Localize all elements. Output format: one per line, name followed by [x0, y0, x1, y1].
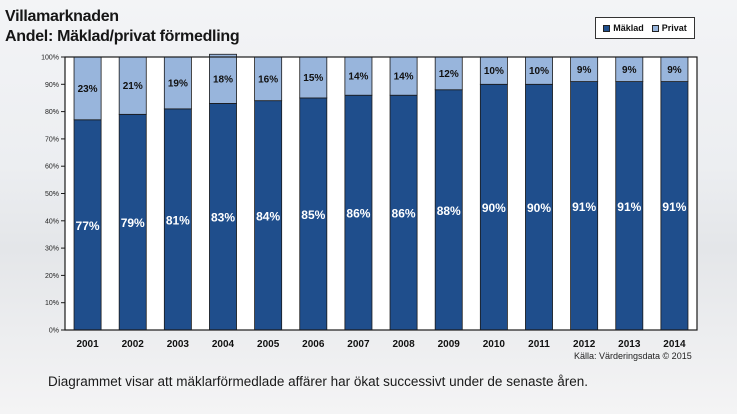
x-tick-label: 2009 — [438, 339, 461, 350]
plot-area — [65, 57, 697, 330]
data-label-privat: 18% — [213, 74, 233, 85]
data-label-maklad: 91% — [662, 200, 686, 214]
bar-privat — [254, 56, 283, 102]
legend-label-privat: Privat — [661, 23, 687, 33]
legend-item-privat: Privat — [651, 23, 687, 33]
bar-privat — [525, 56, 553, 85]
y-tick-label: 40% — [45, 218, 59, 225]
bar-privat — [118, 56, 147, 115]
bar-privat — [570, 56, 599, 82]
data-label-maklad: 77% — [76, 219, 100, 233]
bar-maklad — [73, 119, 102, 331]
plot-frame — [64, 56, 698, 331]
source-note: Källa: Värderingsdata © 2015 — [574, 351, 692, 361]
bar-maklad — [479, 83, 508, 331]
data-label-maklad: 85% — [301, 208, 325, 222]
bar-maklad — [299, 97, 328, 331]
bar-maklad — [163, 108, 192, 331]
caption: Diagrammet visar att mäklarförmedlade af… — [48, 374, 588, 389]
y-axis: 0% 10% 20% 30% 40% 50% 60% 70% 80% 90% 100% — [41, 55, 65, 335]
bar-maklad — [209, 103, 237, 331]
chart-title: Villamarknaden Andel: Mäklad/privat förm… — [5, 7, 240, 47]
x-tick-label: 2013 — [618, 339, 641, 350]
bar-maklad — [254, 100, 283, 331]
x-tick-label: 2001 — [76, 339, 99, 350]
y-tick-label: 0% — [49, 328, 59, 335]
data-label-maklad: 81% — [166, 213, 190, 227]
data-label-maklad: 90% — [482, 201, 506, 215]
bar-privat — [660, 56, 689, 82]
data-label-privat: 14% — [394, 72, 414, 83]
bar-privat — [73, 56, 102, 121]
bar-privat — [479, 56, 508, 85]
data-label-maklad: 91% — [572, 200, 596, 214]
title-line-1: Villamarknaden — [5, 8, 119, 25]
x-axis: 2001 2002 2003 2004 2005 2006 2007 2008 2009 2010… — [76, 339, 686, 350]
data-label-maklad: 83% — [211, 211, 235, 225]
legend-swatch-privat — [651, 24, 659, 32]
y-tick-label: 30% — [45, 246, 59, 253]
y-tick-label: 50% — [45, 191, 59, 198]
bar-maklad — [389, 94, 418, 331]
bar-maklad — [434, 89, 463, 331]
data-label-privat: 9% — [577, 65, 592, 76]
bar-privat — [389, 56, 418, 96]
data-label-privat: 12% — [439, 69, 459, 80]
data-label-privat: 21% — [123, 81, 143, 92]
data-label-privat: 16% — [258, 74, 278, 85]
data-label-privat: 9% — [667, 65, 682, 76]
data-label-maklad: 86% — [346, 207, 370, 221]
data-label-maklad: 90% — [527, 201, 551, 215]
bar-maklad — [660, 81, 689, 331]
data-label-privat: 15% — [303, 73, 323, 84]
bar-privat — [299, 56, 328, 99]
data-label-maklad: 88% — [437, 204, 461, 218]
x-tick-label: 2005 — [257, 339, 280, 350]
x-tick-label: 2004 — [212, 339, 235, 350]
bar-maklad — [118, 113, 147, 331]
legend-item-maklad: Mäklad — [603, 23, 644, 33]
y-tick-label: 20% — [45, 273, 59, 280]
bar-maklad — [344, 94, 373, 331]
bar-privat — [344, 56, 373, 96]
x-tick-label: 2011 — [528, 339, 550, 350]
bars: 77% 23% 79% 21% 81% 19% 83% 18% 84% 16% 85% 15% 86% 1… — [73, 53, 689, 331]
data-label-maklad: 86% — [392, 207, 416, 221]
x-tick-label: 2007 — [347, 339, 370, 350]
x-tick-label: 2008 — [392, 339, 415, 350]
data-label-privat: 23% — [78, 84, 98, 95]
x-tick-label: 2002 — [122, 339, 145, 350]
data-label-privat: 14% — [348, 72, 368, 83]
y-tick-label: 10% — [45, 300, 59, 307]
x-tick-label: 2012 — [573, 339, 596, 350]
data-label-privat: 9% — [622, 65, 637, 76]
data-label-privat: 10% — [529, 66, 549, 77]
title-line-2: Andel: Mäklad/privat förmedling — [5, 28, 240, 45]
x-tick-label: 2014 — [663, 339, 686, 350]
bar-privat — [615, 56, 644, 82]
bar-maklad — [615, 81, 644, 331]
y-tick-label: 90% — [45, 82, 59, 89]
data-label-maklad: 91% — [617, 200, 641, 214]
legend-label-maklad: Mäklad — [613, 23, 644, 33]
data-label-privat: 10% — [484, 66, 504, 77]
y-tick-label: 60% — [45, 164, 59, 171]
y-tick-label: 80% — [45, 109, 59, 116]
x-tick-label: 2010 — [483, 339, 506, 350]
data-label-maklad: 84% — [256, 209, 280, 223]
legend: Mäklad Privat — [595, 17, 695, 39]
legend-swatch-maklad — [603, 24, 611, 32]
bar-privat — [209, 53, 237, 104]
x-tick-label: 2006 — [302, 339, 325, 350]
x-tick-label: 2003 — [167, 339, 190, 350]
data-label-maklad: 79% — [121, 216, 145, 230]
data-label-privat: 19% — [168, 78, 188, 89]
y-tick-label: 100% — [41, 55, 59, 62]
y-tick-label: 70% — [45, 136, 59, 143]
